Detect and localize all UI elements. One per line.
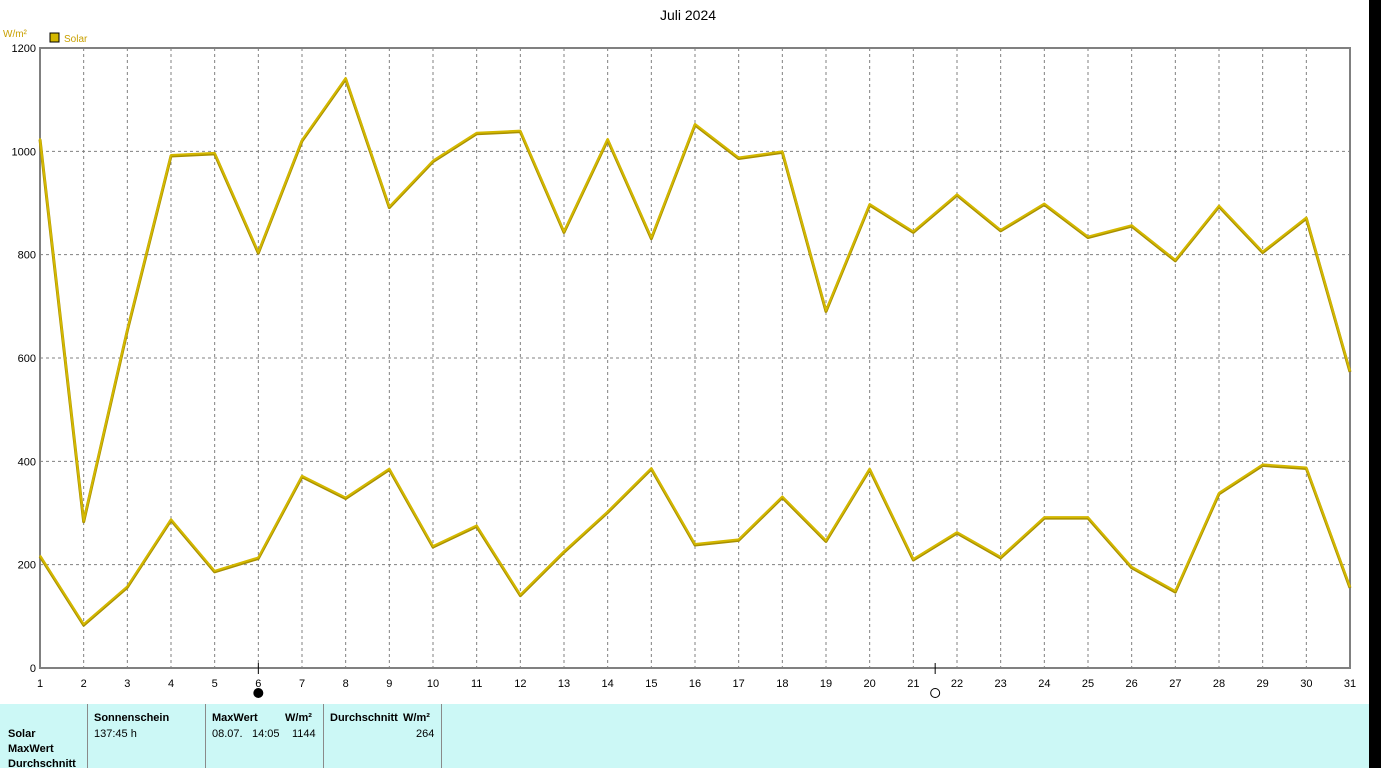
row-labels-column: Solar MaxWert Durchschnitt — [0, 704, 87, 768]
x-tick-label: 19 — [820, 678, 832, 690]
x-tick-label: 1 — [37, 678, 43, 690]
x-tick-label: 26 — [1126, 678, 1138, 690]
x-tick-label: 4 — [168, 678, 174, 690]
x-tick-label: 30 — [1300, 678, 1312, 690]
sunshine-value: 137:45 h — [94, 728, 137, 740]
x-tick-label: 14 — [602, 678, 614, 690]
grid — [39, 47, 1351, 669]
x-tick-label: 31 — [1344, 678, 1356, 690]
y-tick-label: 600 — [18, 353, 36, 365]
x-tick-label: 9 — [386, 678, 392, 690]
y-axis: 0 200 400 600 800 1000 1200 — [12, 43, 36, 675]
series-group — [38, 76, 1352, 627]
x-tick-label: 18 — [776, 678, 788, 690]
y-axis-unit: W/m² — [3, 29, 28, 40]
window-edge — [1369, 0, 1381, 768]
y-tick-label: 1000 — [12, 146, 36, 158]
y-tick-label: 800 — [18, 250, 36, 262]
moon-markers — [253, 663, 941, 698]
x-tick-label: 7 — [299, 678, 305, 690]
x-tick-label: 17 — [733, 678, 745, 690]
x-tick-label: 28 — [1213, 678, 1225, 690]
chart-title: Juli 2024 — [660, 7, 716, 23]
y-tick-label: 200 — [18, 560, 36, 572]
x-tick-label: 24 — [1038, 678, 1050, 690]
row-label-maxwert: MaxWert — [8, 743, 54, 755]
legend-swatch — [49, 32, 60, 43]
legend: Solar — [49, 32, 88, 45]
x-tick-label: 23 — [995, 678, 1007, 690]
sunshine-header: Sonnenschein — [94, 712, 170, 724]
average-header: Durchschnitt — [330, 712, 398, 724]
max-unit: W/m² — [285, 712, 312, 724]
max-header: MaxWert — [212, 712, 258, 724]
x-tick-label: 29 — [1257, 678, 1269, 690]
x-tick-label: 22 — [951, 678, 963, 690]
row-label-solar: Solar — [8, 728, 36, 740]
x-tick-label: 5 — [212, 678, 218, 690]
column-divider — [205, 704, 206, 768]
column-divider — [323, 704, 324, 768]
y-tick-label: 1200 — [12, 43, 36, 55]
x-tick-label: 11 — [471, 678, 482, 690]
max-date: 08.07. — [212, 728, 243, 740]
max-time: 14:05 — [252, 728, 280, 740]
x-tick-label: 8 — [343, 678, 349, 690]
x-axis: 1 2 3 4 5 6 7 8 9 10 11 12 13 14 15 16 17 18 19 20 21 22 23 24 2… — [37, 678, 1356, 690]
x-tick-label: 3 — [124, 678, 130, 690]
x-tick-label: 13 — [558, 678, 570, 690]
x-tick-label: 10 — [427, 678, 439, 690]
x-tick-label: 27 — [1169, 678, 1181, 690]
average-unit: W/m² — [403, 712, 430, 724]
legend-label: Solar — [64, 34, 88, 45]
x-tick-label: 21 — [907, 678, 919, 690]
x-tick-label: 6 — [255, 678, 261, 690]
x-tick-label: 15 — [645, 678, 657, 690]
new-moon-icon — [253, 688, 264, 698]
x-tick-label: 25 — [1082, 678, 1094, 690]
row-label-durchschnitt: Durchschnitt — [8, 758, 76, 768]
series-line-max — [39, 76, 1351, 522]
x-tick-label: 20 — [864, 678, 876, 690]
average-value: 264 — [416, 728, 435, 740]
x-tick-label: 2 — [81, 678, 87, 690]
column-divider — [87, 704, 88, 768]
column-divider — [441, 704, 442, 768]
max-value: 1144 — [292, 728, 316, 740]
x-tick-label: 12 — [514, 678, 526, 690]
series-line-average — [39, 463, 1351, 626]
solar-chart: Juli 2024 W/m² Solar 0200400600800100012… — [3, 7, 1356, 698]
y-tick-label: 400 — [18, 456, 36, 468]
full-moon-icon — [930, 688, 941, 698]
stats-table: Solar MaxWert Durchschnitt Sonnenschein … — [0, 704, 1369, 768]
x-tick-label: 16 — [689, 678, 701, 690]
y-tick-label: 0 — [30, 663, 36, 675]
